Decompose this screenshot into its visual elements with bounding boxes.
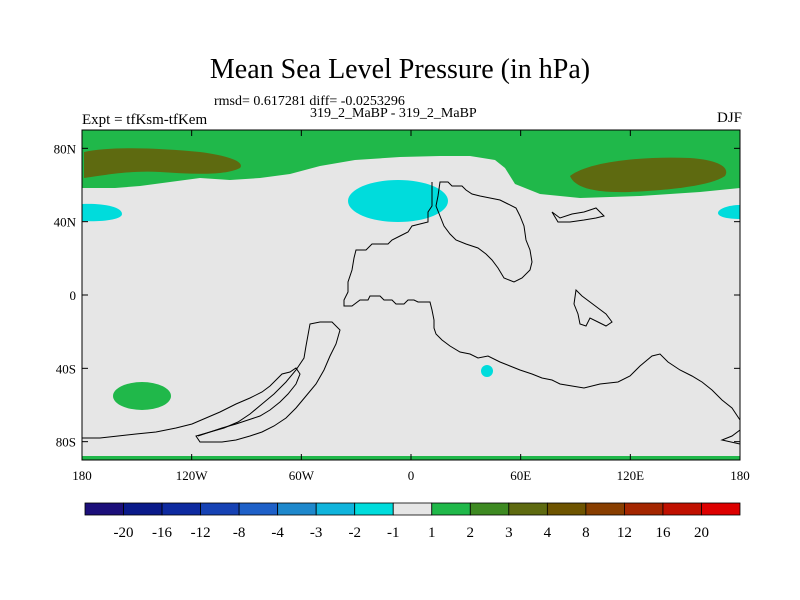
contour-fills (82, 130, 740, 460)
colorbar-label: 8 (582, 525, 590, 541)
coast-south-cap (720, 429, 740, 445)
colorbar-swatch (701, 502, 741, 516)
low-east-edge (718, 205, 740, 219)
colorbar: -20 -16 -12 -8 -4 -3 -2 -1 1 2 3 4 8 12 16 20 (84, 502, 741, 541)
colorbar-swatch (315, 502, 356, 516)
colorbar-swatch (277, 502, 317, 516)
south-pacific-high (113, 382, 171, 410)
colorbar-swatch (546, 502, 587, 516)
colorbar-label: -8 (233, 525, 246, 541)
coast-eurasia (343, 182, 740, 421)
coast-americas (195, 321, 341, 443)
colorbar-swatch (508, 502, 548, 516)
colorbar-label: -4 (271, 525, 284, 541)
x-tick-label: 60E (510, 468, 531, 483)
colorbar-label: -16 (152, 525, 172, 541)
arctic-max-east (570, 157, 727, 193)
coast-africa-india (573, 288, 613, 327)
arctic-max-west (84, 148, 241, 178)
colorbar-label: 1 (428, 525, 436, 541)
x-tick-label: 120E (617, 468, 645, 483)
y-tick-label: 0 (70, 288, 77, 303)
colorbar-swatch (161, 502, 201, 516)
y-tick-label: 40S (56, 361, 76, 376)
colorbar-label: 16 (655, 525, 671, 541)
colorbar-swatch (84, 502, 124, 516)
colorbar-swatch (392, 502, 433, 516)
colorbar-label: -3 (310, 525, 323, 541)
colorbar-label: 12 (617, 525, 632, 541)
colorbar-swatch (238, 502, 279, 516)
colorbar-label: 4 (544, 525, 552, 541)
colorbar-swatch (354, 502, 394, 516)
colorbar-swatch (431, 502, 471, 516)
colorbar-label: 20 (694, 525, 709, 541)
x-tick-label: 120W (176, 468, 209, 483)
axis-ticks: 180 120W 60W 0 60E 120E 180 80N 40N 0 40S 80S (54, 130, 750, 483)
indian-ocean-low (481, 365, 493, 377)
colorbar-swatch (624, 502, 664, 516)
coast-asia-east (435, 181, 533, 283)
y-tick-label: 40N (54, 215, 77, 230)
x-tick-label: 0 (408, 468, 415, 483)
low-west-edge (82, 203, 122, 222)
y-tick-label: 80N (54, 141, 77, 156)
season-label: DJF (716, 110, 742, 126)
colorbar-label: -12 (191, 525, 211, 541)
x-tick-label: 60W (289, 468, 315, 483)
colorbar-swatch (585, 502, 625, 516)
chart-subtitle: 319_2_MaBP - 319_2_MaBP (310, 106, 477, 121)
stats-label: rmsd= 0.617281 diff= -0.0253296 (214, 94, 405, 109)
x-tick-label: 180 (72, 468, 92, 483)
north-pacific-low (348, 180, 448, 222)
colorbar-swatch (123, 502, 163, 516)
colorbar-label: -1 (387, 525, 400, 541)
colorbar-label: -20 (114, 525, 134, 541)
colorbar-label: 3 (505, 525, 513, 541)
colorbar-label: 2 (467, 525, 475, 541)
experiment-label: Expt = tfKsm-tfKem (82, 112, 208, 128)
y-tick-label: 80S (56, 435, 76, 450)
coast-antarctica (82, 367, 301, 439)
colorbar-swatch (469, 502, 510, 516)
chart-title: Mean Sea Level Pressure (in hPa) (209, 54, 591, 85)
coastlines (82, 181, 740, 445)
coast-southeast-asia (551, 207, 605, 223)
colorbar-label: -2 (348, 525, 361, 541)
colorbar-swatch (662, 502, 702, 516)
colorbar-swatch (200, 502, 240, 516)
x-tick-label: 180 (730, 468, 750, 483)
